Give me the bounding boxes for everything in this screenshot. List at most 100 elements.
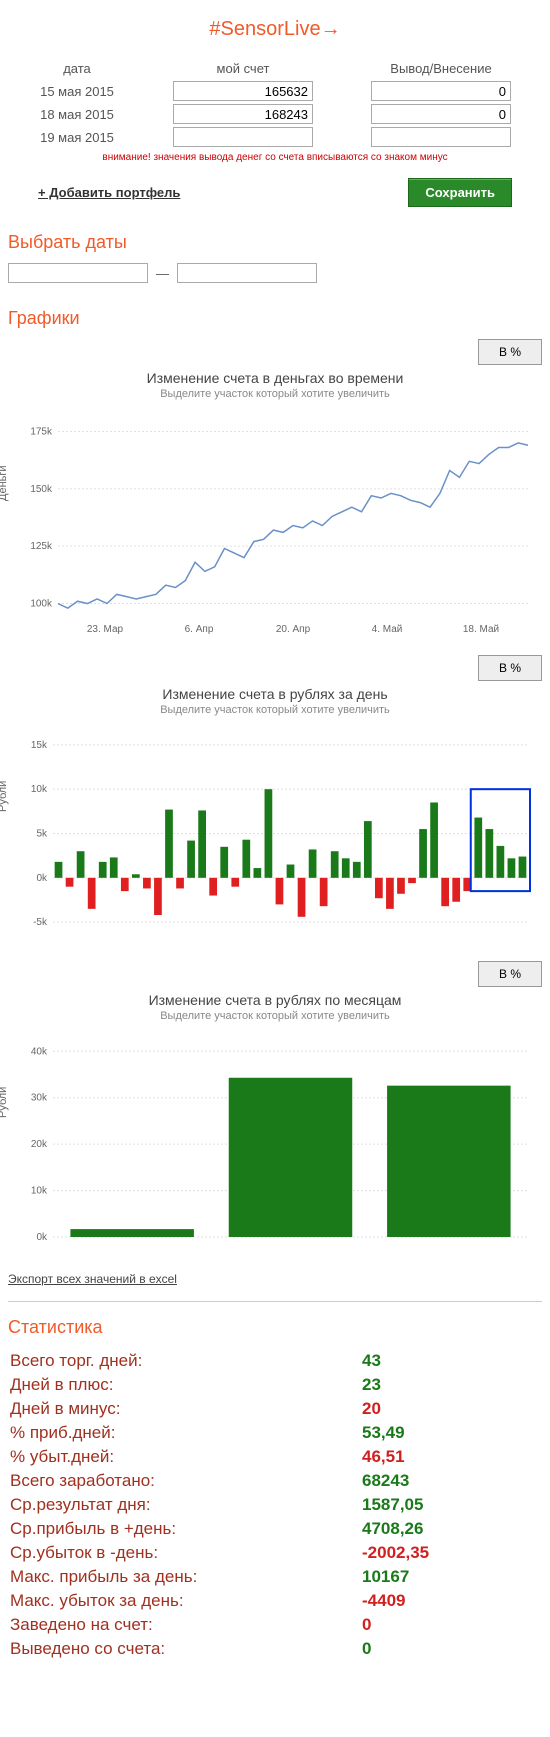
date-to-input[interactable] bbox=[177, 263, 317, 283]
stats-value: 0 bbox=[362, 1614, 540, 1636]
stats-value: -2002,35 bbox=[362, 1542, 540, 1564]
page-title: #SensorLive→ bbox=[8, 18, 542, 41]
date-cell: 19 мая 2015 bbox=[12, 127, 142, 147]
chart2-bars[interactable]: -5k 0k 5k 10k 15k bbox=[8, 726, 538, 946]
chart3-title: Изменение счета в рублях по месяцам bbox=[8, 992, 542, 1008]
stats-label: Заведено на счет: bbox=[10, 1614, 360, 1636]
stats-row: Ср.результат дня:1587,05 bbox=[10, 1494, 540, 1516]
table-row: 19 мая 2015 bbox=[12, 127, 538, 147]
svg-text:40k: 40k bbox=[31, 1046, 48, 1057]
balance-input[interactable] bbox=[173, 104, 313, 124]
chart1-line[interactable]: 100k 125k 150k 175k 23. Мар 6. Апр 20. Апр 4. М… bbox=[8, 410, 538, 640]
stats-row: Макс. прибыль за день:10167 bbox=[10, 1566, 540, 1588]
stats-value: 20 bbox=[362, 1398, 540, 1420]
stats-row: % приб.дней:53,49 bbox=[10, 1422, 540, 1444]
svg-text:20. Апр: 20. Апр bbox=[276, 624, 311, 635]
table-header: мой счет bbox=[146, 59, 340, 78]
stats-label: Ср.убыток в -день: bbox=[10, 1542, 360, 1564]
table-header: Вывод/Внесение bbox=[344, 59, 538, 78]
stats-value: 0 bbox=[362, 1638, 540, 1660]
stats-label: Ср.прибыль в +день: bbox=[10, 1518, 360, 1540]
graphs-title: Графики bbox=[8, 308, 542, 329]
balance-input[interactable] bbox=[173, 127, 313, 147]
date-from-input[interactable] bbox=[8, 263, 148, 283]
pct-button-2[interactable]: В % bbox=[478, 655, 542, 681]
export-excel-link[interactable]: Экспорт всех значений в excel bbox=[8, 1272, 177, 1286]
add-portfolio-link[interactable]: + Добавить портфель bbox=[38, 185, 180, 200]
stats-value: 53,49 bbox=[362, 1422, 540, 1444]
date-cell: 15 мая 2015 bbox=[12, 81, 142, 101]
arrow-icon: → bbox=[321, 18, 341, 40]
pct-button-1[interactable]: В % bbox=[478, 339, 542, 365]
stats-value: 43 bbox=[362, 1350, 540, 1372]
stats-value: 68243 bbox=[362, 1470, 540, 1492]
stats-row: Заведено на счет:0 bbox=[10, 1614, 540, 1636]
svg-text:20k: 20k bbox=[31, 1139, 48, 1150]
separator bbox=[8, 1301, 542, 1302]
stats-label: Выведено со счета: bbox=[10, 1638, 360, 1660]
chart1-title: Изменение счета в деньгах во времени bbox=[8, 370, 542, 386]
stats-row: Макс. убыток за день:-4409 bbox=[10, 1590, 540, 1612]
stats-label: Макс. прибыль за день: bbox=[10, 1566, 360, 1588]
chart2-ylabel: Рубли bbox=[0, 781, 9, 812]
stats-table: Всего торг. дней:43Дней в плюс:23Дней в … bbox=[8, 1348, 542, 1662]
pct-button-3[interactable]: В % bbox=[478, 961, 542, 987]
stats-row: Всего заработано:68243 bbox=[10, 1470, 540, 1492]
stats-row: Ср.прибыль в +день:4708,26 bbox=[10, 1518, 540, 1540]
withdraw-input[interactable] bbox=[371, 127, 511, 147]
svg-text:15k: 15k bbox=[31, 740, 48, 751]
select-dates-title: Выбрать даты bbox=[8, 232, 542, 253]
table-row: 18 мая 2015 bbox=[12, 104, 538, 124]
stats-value: 23 bbox=[362, 1374, 540, 1396]
stats-title: Статистика bbox=[8, 1317, 542, 1338]
svg-text:175k: 175k bbox=[30, 426, 53, 437]
stats-label: Дней в минус: bbox=[10, 1398, 360, 1420]
stats-value: 46,51 bbox=[362, 1446, 540, 1468]
balance-table: датамой счетВывод/Внесение 15 мая 2015 18… bbox=[8, 56, 542, 150]
svg-text:0k: 0k bbox=[36, 873, 48, 884]
stats-value: -4409 bbox=[362, 1590, 540, 1612]
stats-value: 4708,26 bbox=[362, 1518, 540, 1540]
svg-text:-5k: -5k bbox=[33, 917, 48, 928]
chart3-bars[interactable]: 0k10k20k30k40k bbox=[8, 1032, 538, 1252]
stats-label: % убыт.дней: bbox=[10, 1446, 360, 1468]
stats-row: Дней в минус:20 bbox=[10, 1398, 540, 1420]
title-hash[interactable]: #SensorLive bbox=[209, 18, 320, 40]
warning-text: внимание! значения вывода денег со счета… bbox=[8, 152, 542, 163]
svg-text:0k: 0k bbox=[36, 1232, 48, 1243]
chart3-subtitle: Выделите участок который хотите увеличит… bbox=[8, 1010, 542, 1022]
dash-separator: — bbox=[156, 266, 169, 281]
stats-row: Выведено со счета:0 bbox=[10, 1638, 540, 1660]
svg-text:4. Май: 4. Май bbox=[372, 624, 403, 635]
svg-text:125k: 125k bbox=[30, 541, 53, 552]
stats-row: Дней в плюс:23 bbox=[10, 1374, 540, 1396]
stats-label: Всего торг. дней: bbox=[10, 1350, 360, 1372]
table-row: 15 мая 2015 bbox=[12, 81, 538, 101]
svg-text:5k: 5k bbox=[36, 829, 48, 840]
chart1-subtitle: Выделите участок который хотите увеличит… bbox=[8, 388, 542, 400]
table-header: дата bbox=[12, 59, 142, 78]
chart3-ylabel: Рубли bbox=[0, 1087, 9, 1118]
svg-text:23. Мар: 23. Мар bbox=[87, 624, 124, 635]
stats-label: % приб.дней: bbox=[10, 1422, 360, 1444]
svg-text:100k: 100k bbox=[30, 599, 53, 610]
withdraw-input[interactable] bbox=[371, 104, 511, 124]
stats-value: 10167 bbox=[362, 1566, 540, 1588]
svg-text:18. Май: 18. Май bbox=[463, 624, 499, 635]
chart2-title: Изменение счета в рублях за день bbox=[8, 686, 542, 702]
stats-row: Ср.убыток в -день:-2002,35 bbox=[10, 1542, 540, 1564]
stats-row: % убыт.дней:46,51 bbox=[10, 1446, 540, 1468]
chart1-ylabel: Деньги bbox=[0, 465, 9, 501]
withdraw-input[interactable] bbox=[371, 81, 511, 101]
stats-label: Дней в плюс: bbox=[10, 1374, 360, 1396]
stats-label: Ср.результат дня: bbox=[10, 1494, 360, 1516]
svg-text:6. Апр: 6. Апр bbox=[185, 624, 214, 635]
svg-text:150k: 150k bbox=[30, 484, 53, 495]
save-button[interactable]: Сохранить bbox=[408, 178, 512, 207]
stats-row: Всего торг. дней:43 bbox=[10, 1350, 540, 1372]
svg-text:10k: 10k bbox=[31, 784, 48, 795]
stats-label: Макс. убыток за день: bbox=[10, 1590, 360, 1612]
svg-text:30k: 30k bbox=[31, 1093, 48, 1104]
balance-input[interactable] bbox=[173, 81, 313, 101]
date-cell: 18 мая 2015 bbox=[12, 104, 142, 124]
